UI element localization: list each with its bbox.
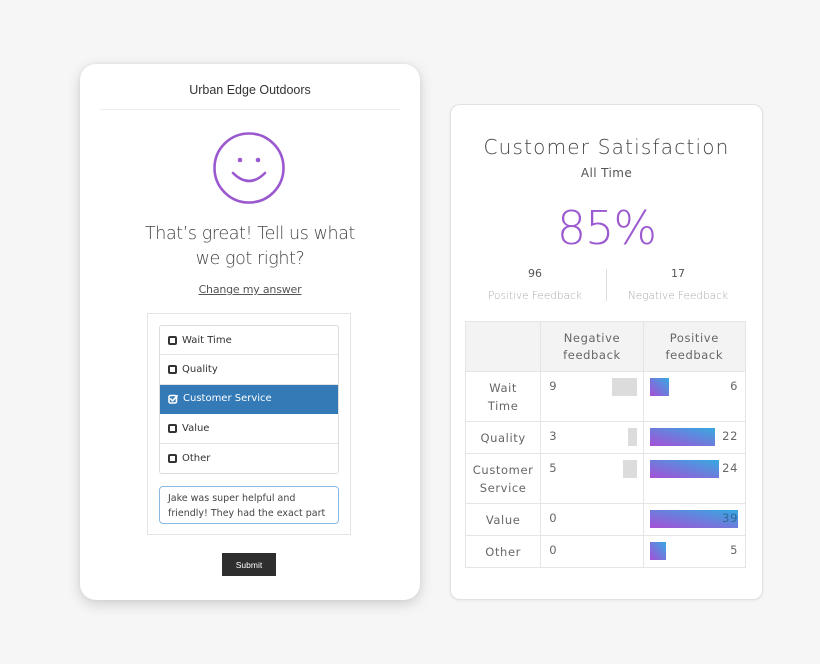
table-row: Wait Time 9 6 <box>464 371 747 422</box>
summary-divider <box>606 269 607 301</box>
table-row: Customer Service 5 24 <box>464 453 747 504</box>
negative-cell: 0 <box>540 503 644 536</box>
positive-cell: 39 <box>642 503 747 536</box>
stats-subtitle: All Time <box>580 166 633 180</box>
comment-textarea[interactable]: Jake was super helpful and friendly! The… <box>159 486 339 524</box>
choice-label: Value <box>182 422 210 434</box>
negative-bar <box>622 460 637 478</box>
smiley-face-icon <box>213 132 285 204</box>
negative-cell: 3 <box>540 421 644 454</box>
choice-label: Customer Service <box>183 393 272 405</box>
choice-label: Quality <box>182 364 218 376</box>
satisfaction-percentage: 85% <box>556 201 657 255</box>
negative-label: Negative Feedback <box>627 290 729 302</box>
table-row: Other 0 5 <box>464 535 747 568</box>
negative-value: 5 <box>549 461 558 475</box>
submit-button[interactable]: Submit <box>222 553 276 576</box>
row-label: Value <box>464 503 542 536</box>
survey-headline: That’s great! Tell us what we got right? <box>80 222 420 272</box>
choice-label: Wait Time <box>182 334 232 346</box>
negative-summary: 17 Negative Feedback <box>608 267 748 302</box>
positive-value: 6 <box>730 379 738 393</box>
positive-count: 96 <box>528 267 542 280</box>
positive-bar <box>649 510 738 528</box>
header-text: Positive <box>669 330 719 345</box>
positive-cell: 24 <box>642 453 747 504</box>
feedback-summary: 96 Positive Feedback 17 Negative Feedbac… <box>465 267 748 303</box>
change-answer-link[interactable]: Change my answer <box>198 283 302 296</box>
positive-cell: 22 <box>642 421 747 454</box>
choices-panel: Wait Time Quality Customer Service Value… <box>147 313 351 535</box>
positive-bar <box>649 460 719 478</box>
checkbox-unchecked-icon[interactable] <box>168 335 177 345</box>
positive-summary: 96 Positive Feedback <box>465 267 605 302</box>
header-negative: Negative feedback <box>540 321 644 372</box>
row-label: Customer Service <box>464 453 542 504</box>
brand-title: Urban Edge Outdoors <box>100 83 400 110</box>
table-row: Value 0 39 <box>464 503 747 536</box>
negative-bar <box>611 378 637 396</box>
positive-bar <box>649 428 715 446</box>
negative-value: 0 <box>549 511 558 525</box>
row-label-text: Time <box>487 398 519 413</box>
satisfaction-card: Customer Satisfaction All Time 85% 96 Po… <box>450 104 763 600</box>
negative-value: 0 <box>549 543 558 557</box>
negative-count: 17 <box>671 267 685 280</box>
positive-value: 22 <box>722 429 738 443</box>
row-label: Quality <box>464 421 542 454</box>
negative-value: 9 <box>549 379 558 393</box>
choice-quality[interactable]: Quality <box>160 355 338 385</box>
header-positive: Positive feedback <box>642 321 747 372</box>
positive-value: 39 <box>722 511 738 525</box>
header-empty <box>464 321 542 372</box>
positive-bar <box>649 378 669 396</box>
negative-bar <box>627 428 637 446</box>
choice-wait-time[interactable]: Wait Time <box>160 326 338 356</box>
negative-cell: 9 <box>540 371 644 422</box>
positive-label: Positive Feedback <box>488 290 582 302</box>
checkbox-unchecked-icon[interactable] <box>168 453 177 463</box>
header-text: feedback <box>563 347 621 362</box>
checkbox-unchecked-icon[interactable] <box>168 365 177 375</box>
row-label: Wait Time <box>464 371 542 422</box>
positive-bar <box>649 542 666 560</box>
table-row: Quality 3 22 <box>464 421 747 454</box>
negative-cell: 5 <box>540 453 644 504</box>
row-label-text: Other <box>485 544 521 559</box>
stats-title: Customer Satisfaction <box>483 135 730 159</box>
positive-cell: 6 <box>642 371 747 422</box>
row-label-text: Value <box>485 512 521 527</box>
choice-label: Other <box>182 452 211 464</box>
row-label-text: Customer <box>472 462 534 477</box>
header-text: feedback <box>665 347 724 362</box>
checkbox-unchecked-icon[interactable] <box>168 423 177 433</box>
header-text: Negative <box>563 330 621 345</box>
negative-cell: 0 <box>540 535 644 568</box>
headline-line-1: That’s great! Tell us what <box>145 224 355 244</box>
row-label-text: Quality <box>480 430 526 445</box>
choice-list: Wait Time Quality Customer Service Value… <box>159 325 339 474</box>
positive-value: 5 <box>730 543 738 557</box>
row-label: Other <box>464 535 542 568</box>
feedback-table: Negative feedback Positive feedback Wait… <box>464 321 747 568</box>
negative-value: 3 <box>549 429 558 443</box>
choice-other[interactable]: Other <box>160 443 338 473</box>
table-header-row: Negative feedback Positive feedback <box>464 321 747 372</box>
positive-value: 24 <box>722 461 738 475</box>
choice-customer-service[interactable]: Customer Service <box>160 384 338 415</box>
positive-cell: 5 <box>642 535 747 568</box>
choice-value[interactable]: Value <box>160 414 338 444</box>
row-label-text: Service <box>479 480 527 495</box>
headline-line-2: we got right? <box>195 249 305 269</box>
checkbox-checked-icon[interactable] <box>168 394 178 404</box>
row-label-text: Wait <box>489 380 518 395</box>
survey-card: Urban Edge Outdoors That’s great! Tell u… <box>80 64 420 600</box>
